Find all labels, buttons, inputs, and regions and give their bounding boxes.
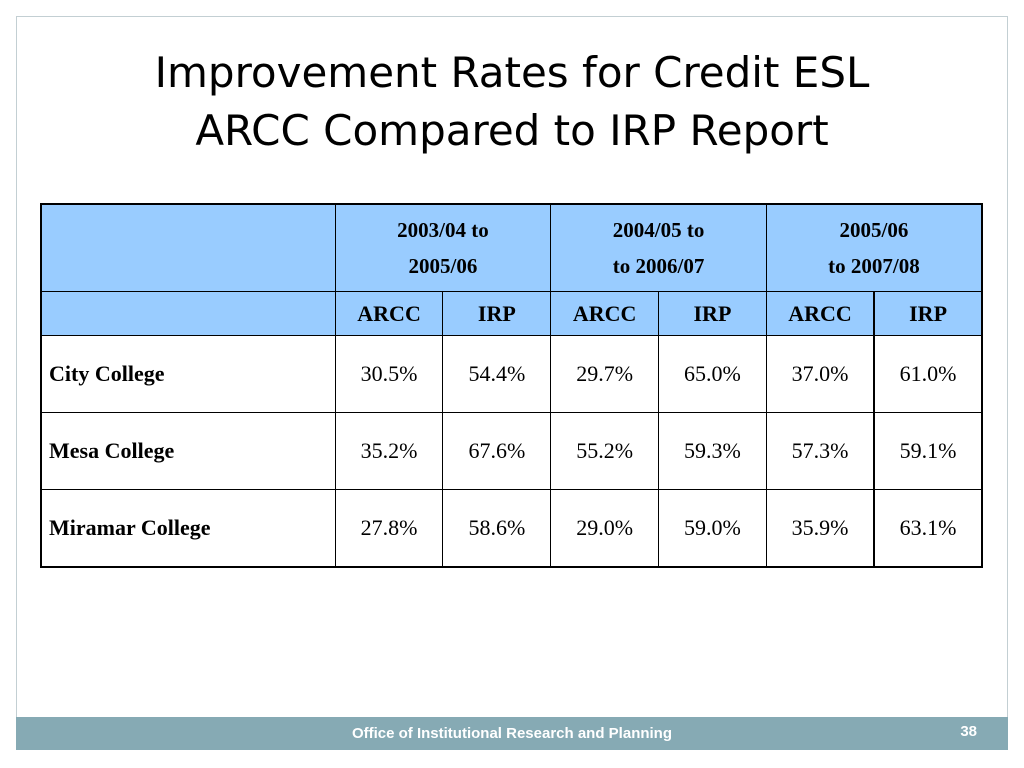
rate-cell: 29.0%: [550, 489, 660, 568]
college-name: Miramar College: [40, 489, 336, 568]
metric-header: ARCC: [334, 291, 444, 336]
college-name: City College: [40, 335, 336, 413]
metric-header: IRP: [873, 291, 983, 336]
metric-header-row: ARCC IRP ARCC IRP ARCC IRP: [40, 291, 983, 336]
rate-cell: 58.6%: [442, 489, 552, 568]
metric-header: ARCC: [550, 291, 660, 336]
period-line-1: 2003/04 to: [397, 218, 489, 242]
period-header: 2004/05 to to 2006/07: [550, 203, 767, 292]
rate-cell: 65.0%: [658, 335, 767, 413]
period-line-2: 2005/06: [408, 254, 478, 278]
rate-cell: 37.0%: [765, 335, 875, 413]
rate-cell: 35.9%: [765, 489, 875, 568]
rate-cell: 54.4%: [442, 335, 552, 413]
college-name: Mesa College: [40, 412, 336, 490]
title-line-2: ARCC Compared to IRP Report: [195, 106, 829, 155]
table-row: Miramar College 27.8% 58.6% 29.0% 59.0% …: [40, 489, 983, 568]
rate-cell: 35.2%: [334, 412, 444, 490]
table-row: Mesa College 35.2% 67.6% 55.2% 59.3% 57.…: [40, 412, 983, 490]
corner-cell: [40, 291, 336, 336]
period-line-2: to 2007/08: [828, 254, 920, 278]
period-header-row: 2003/04 to 2005/06 2004/05 to to 2006/07…: [40, 203, 983, 292]
period-line-1: 2004/05 to: [612, 218, 705, 242]
title-line-1: Improvement Rates for Credit ESL: [154, 48, 870, 97]
metric-header: IRP: [442, 291, 552, 336]
rate-cell: 61.0%: [873, 335, 983, 413]
rate-cell: 57.3%: [765, 412, 875, 490]
rate-cell: 63.1%: [873, 489, 983, 568]
period-line-1: 2005/06: [839, 218, 909, 242]
metric-header: IRP: [658, 291, 767, 336]
rate-cell: 59.0%: [658, 489, 767, 568]
footer-text: Office of Institutional Research and Pla…: [351, 725, 673, 742]
rate-cell: 30.5%: [334, 335, 444, 413]
period-line-2: to 2006/07: [612, 254, 705, 278]
footer-bar: Office of Institutional Research and Pla…: [16, 717, 1008, 750]
corner-cell: [40, 203, 336, 292]
metric-header: ARCC: [765, 291, 875, 336]
improvement-rates-table: 2003/04 to 2005/06 2004/05 to to 2006/07…: [40, 203, 983, 568]
rate-cell: 27.8%: [334, 489, 444, 568]
rate-cell: 55.2%: [550, 412, 660, 490]
period-header: 2005/06 to 2007/08: [765, 203, 983, 292]
page-number: 38: [960, 723, 977, 740]
table-row: City College 30.5% 54.4% 29.7% 65.0% 37.…: [40, 335, 983, 413]
rate-cell: 29.7%: [550, 335, 660, 413]
rate-cell: 59.1%: [873, 412, 983, 490]
rate-cell: 59.3%: [658, 412, 767, 490]
period-header: 2003/04 to 2005/06: [334, 203, 552, 292]
rate-cell: 67.6%: [442, 412, 552, 490]
slide-title: Improvement Rates for Credit ESL ARCC Co…: [0, 44, 1024, 160]
